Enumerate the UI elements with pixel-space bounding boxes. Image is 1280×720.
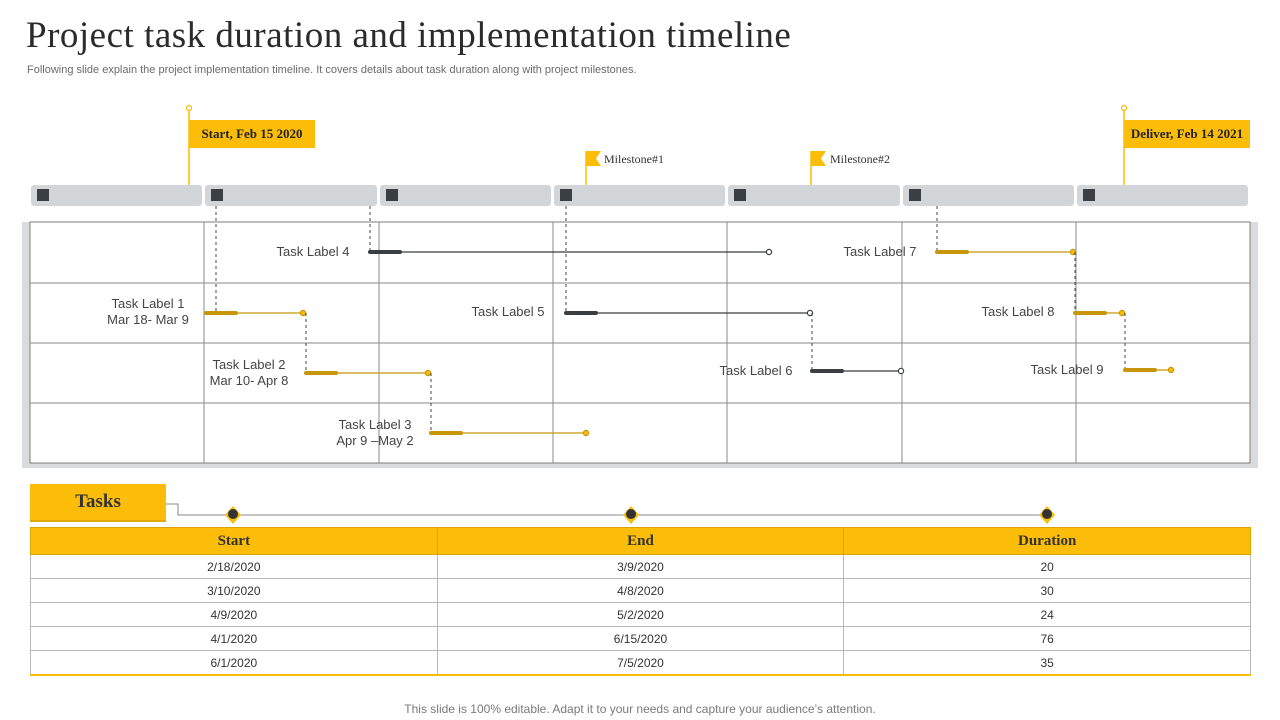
- table-cell: 5/2/2020: [436, 602, 845, 627]
- task-label-4: Task Label 4: [276, 244, 350, 259]
- period-marker-icon: [734, 189, 746, 201]
- table-cell: 4/9/2020: [30, 602, 438, 627]
- table-cell: 6/1/2020: [30, 650, 438, 676]
- start-pole-knob: [185, 104, 193, 112]
- page-subtitle: Following slide explain the project impl…: [27, 64, 637, 76]
- column-pin-dot: [626, 509, 636, 519]
- column-pin-dot: [1042, 509, 1052, 519]
- period-bar: [31, 185, 202, 206]
- period-bar: [728, 185, 900, 206]
- page-title: Project task duration and implementation…: [26, 15, 792, 56]
- table-cell: 7/5/2020: [436, 650, 845, 676]
- task-3-end-dot: [582, 429, 590, 437]
- period-bar: [554, 185, 725, 206]
- period-marker-icon: [1083, 189, 1095, 201]
- period-marker-icon: [909, 189, 921, 201]
- task-label-5: Task Label 5: [471, 304, 545, 319]
- period-bar: [205, 185, 377, 206]
- table-cell: 6/15/2020: [436, 626, 845, 651]
- table-row: 6/1/2020 7/5/2020 35: [30, 650, 1251, 676]
- footer-note: This slide is 100% editable. Adapt it to…: [404, 702, 876, 716]
- task-label-7: Task Label 7: [843, 244, 917, 259]
- task-label-9: Task Label 9: [1030, 362, 1104, 377]
- table-cell: 24: [843, 602, 1251, 627]
- start-flag-label: Start, Feb 15 2020: [189, 120, 315, 148]
- table-cell: 76: [843, 626, 1251, 651]
- period-marker-icon: [386, 189, 398, 201]
- period-marker-icon: [560, 189, 572, 201]
- table-cell: 35: [843, 650, 1251, 676]
- header-end: End: [436, 527, 845, 555]
- task-4-end-dot: [765, 248, 773, 256]
- task-1-end-dot: [299, 309, 307, 317]
- period-bar: [1077, 185, 1248, 206]
- milestone-1-flag-icon: [586, 151, 601, 166]
- table-cell: 4/8/2020: [436, 578, 845, 603]
- task-7-end-dot: [1069, 248, 1077, 256]
- header-start: Start: [30, 527, 438, 555]
- timeline-diagram: [22, 104, 1258, 524]
- table-row: 3/10/2020 4/8/2020 30: [30, 578, 1251, 603]
- task-8-end-dot: [1118, 309, 1126, 317]
- task-table: Start End Duration 2/18/2020 3/9/2020 20…: [30, 527, 1251, 676]
- period-bar: [380, 185, 551, 206]
- task-2-end-dot: [424, 369, 432, 377]
- task-9-end-dot: [1167, 366, 1175, 374]
- table-cell: 2/18/2020: [30, 554, 438, 579]
- milestone-1-label: Milestone#1: [604, 152, 664, 166]
- deliver-pole-knob: [1120, 104, 1128, 112]
- table-cell: 3/10/2020: [30, 578, 438, 603]
- table-cell: 4/1/2020: [30, 626, 438, 651]
- table-row: 4/9/2020 5/2/2020 24: [30, 602, 1251, 627]
- period-marker-icon: [37, 189, 49, 201]
- tasks-connector-line: [166, 503, 1050, 516]
- tasks-tab: Tasks: [30, 484, 166, 522]
- period-marker-icon: [211, 189, 223, 201]
- table-cell: 3/9/2020: [436, 554, 845, 579]
- table-row: 2/18/2020 3/9/2020 20: [30, 554, 1251, 579]
- task-6-end-dot: [897, 367, 905, 375]
- milestone-2-flag-icon: [811, 151, 826, 166]
- column-pin-dot: [228, 509, 238, 519]
- table-cell: 20: [843, 554, 1251, 579]
- milestone-2-label: Milestone#2: [830, 152, 890, 166]
- table-header-row: Start End Duration: [30, 527, 1251, 555]
- task-label-6: Task Label 6: [719, 363, 793, 378]
- deliver-flag-label: Deliver, Feb 14 2021: [1124, 120, 1250, 148]
- task-label-3: Task Label 3 Apr 9 –May 2: [336, 417, 414, 448]
- task-label-8: Task Label 8: [981, 304, 1055, 319]
- task-label-1: Task Label 1 Mar 18- Mar 9: [107, 296, 189, 327]
- task-label-2: Task Label 2 Mar 10- Apr 8: [209, 357, 289, 388]
- header-duration: Duration: [843, 527, 1251, 555]
- table-row: 4/1/2020 6/15/2020 76: [30, 626, 1251, 651]
- period-bar: [903, 185, 1074, 206]
- task-5-end-dot: [806, 309, 814, 317]
- table-cell: 30: [843, 578, 1251, 603]
